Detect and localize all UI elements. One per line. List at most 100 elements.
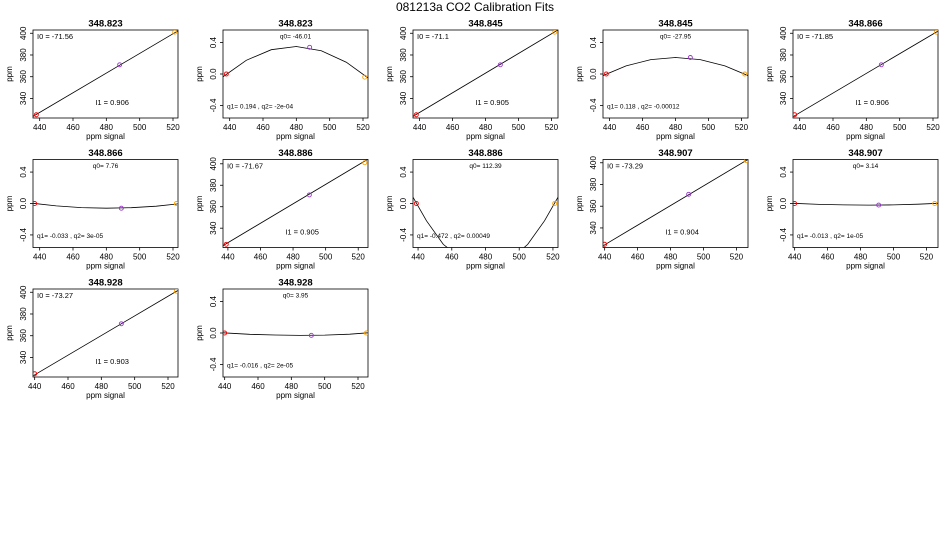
x-tick-label: 460 — [636, 123, 650, 132]
panel: 348.845 440 460 480 500 520 -0.4 0.0 0.4 ppm sign… — [575, 19, 749, 142]
x-axis-label: ppm signal — [656, 132, 695, 141]
data-point — [793, 201, 798, 206]
x-tick-label: 440 — [223, 123, 237, 132]
x-axis-label: ppm signal — [846, 132, 885, 141]
data-point — [552, 201, 558, 206]
x-tick-label: 500 — [319, 253, 333, 262]
y-tick-label: 380 — [779, 48, 788, 62]
panel-title: 348.886 — [278, 148, 312, 159]
x-tick-label: 520 — [546, 253, 560, 262]
x-tick-label: 480 — [95, 382, 109, 391]
data-point — [223, 71, 229, 77]
data-point — [876, 202, 882, 208]
data-point — [33, 371, 38, 377]
panel-title: 348.886 — [468, 148, 502, 159]
annotation: q0= 3.14 — [853, 163, 879, 170]
fit-line — [793, 30, 938, 118]
data-point — [687, 55, 693, 60]
y-axis-label: ppm — [195, 325, 204, 341]
x-tick-label: 480 — [479, 123, 493, 132]
plot-frame — [602, 159, 749, 248]
x-tick-label: 500 — [133, 253, 147, 262]
x-tick-label: 440 — [413, 123, 427, 132]
y-axis-label: ppm — [195, 66, 204, 82]
annotation: I1 = 0.906 — [95, 98, 129, 107]
fit-line — [223, 159, 368, 246]
y-tick-label: -0.4 — [589, 98, 598, 112]
x-axis-label: ppm signal — [86, 391, 125, 400]
x-axis-label: ppm signal — [656, 262, 695, 271]
panel: 348.907 440 460 480 500 520 -0.4 0.0 0.4 ppm sign… — [765, 148, 939, 271]
annotation: I1 = 0.905 — [285, 227, 319, 236]
data-point — [933, 30, 938, 35]
y-tick-label: 400 — [19, 26, 28, 40]
annotation: q1= -0.033 , q2= 3e-05 — [37, 233, 104, 240]
x-tick-label: 440 — [598, 253, 612, 262]
panel: 348.866 440 460 480 500 520 -0.4 0.0 0.4 ppm sign… — [5, 148, 180, 271]
y-tick-label: 0.4 — [589, 36, 598, 48]
x-tick-label: 440 — [33, 253, 47, 262]
fit-line — [603, 57, 748, 76]
plot-frame — [792, 29, 939, 119]
x-tick-label: 460 — [254, 253, 268, 262]
x-tick-label: 500 — [893, 123, 907, 132]
data-point — [497, 62, 503, 68]
x-tick-label: 480 — [860, 123, 874, 132]
x-tick-label: 520 — [920, 253, 934, 262]
data-point — [173, 289, 178, 294]
data-point — [793, 112, 798, 118]
x-tick-label: 440 — [33, 123, 47, 132]
x-tick-label: 440 — [603, 123, 617, 132]
y-tick-label: 340 — [589, 221, 598, 235]
plot-area — [33, 289, 178, 377]
plot-area — [413, 30, 558, 118]
annotation: I0 = -71.67 — [227, 161, 263, 170]
figure-title: 081213a CO2 Calibration Fits — [396, 0, 554, 14]
y-tick-label: 400 — [19, 285, 28, 299]
data-point — [413, 201, 419, 206]
y-tick-label: 360 — [589, 199, 598, 213]
data-point — [307, 44, 313, 50]
annotation: q1= -0.472 , q2= 0.00049 — [417, 233, 490, 240]
x-tick-label: 500 — [128, 382, 142, 391]
panel: 348.866 440 460 480 500 520 340 360 380 400 ppm si… — [765, 19, 940, 142]
x-tick-label: 440 — [28, 382, 42, 391]
panel-title: 348.823 — [88, 19, 122, 30]
x-tick-label: 520 — [356, 123, 370, 132]
x-tick-label: 440 — [218, 382, 232, 391]
panel: 348.823 440 460 480 500 520 -0.4 0.0 0.4 ppm sign… — [195, 19, 370, 142]
x-tick-label: 500 — [133, 123, 147, 132]
data-point — [743, 159, 748, 164]
y-tick-label: 340 — [19, 350, 28, 364]
x-tick-label: 480 — [100, 123, 114, 132]
y-tick-label: 380 — [19, 307, 28, 321]
x-tick-label: 480 — [479, 253, 493, 262]
fit-line — [223, 46, 368, 79]
x-tick-label: 440 — [411, 253, 425, 262]
panel-title: 348.928 — [88, 278, 122, 289]
x-tick-label: 460 — [826, 123, 840, 132]
y-tick-label: 400 — [589, 156, 598, 170]
annotation: q1= 0.118 , q2= -0.00012 — [607, 104, 680, 111]
annotation: I1 = 0.903 — [95, 357, 129, 366]
x-tick-label: 480 — [290, 123, 304, 132]
annotation: I1 = 0.904 — [665, 227, 699, 236]
data-point — [33, 112, 39, 118]
plot-frame — [32, 29, 179, 119]
y-tick-label: 0.0 — [209, 327, 218, 339]
panel: 348.907 440 460 480 500 520 340 360 380 400 ppm si… — [575, 148, 749, 271]
y-axis-label: ppm — [385, 66, 394, 82]
x-tick-label: 500 — [697, 253, 711, 262]
x-tick-label: 520 — [351, 382, 365, 391]
fit-line — [603, 159, 748, 247]
x-tick-label: 480 — [285, 382, 299, 391]
fit-line — [223, 332, 368, 336]
y-tick-label: 0.0 — [589, 68, 598, 80]
x-tick-label: 500 — [887, 253, 901, 262]
data-point — [306, 192, 312, 198]
x-tick-label: 480 — [286, 253, 300, 262]
x-tick-label: 440 — [793, 123, 807, 132]
panel: 348.886 440 460 480 500 520 -0.4 0.0 0.4 ppm sign… — [385, 148, 560, 271]
plot-area — [413, 197, 558, 248]
